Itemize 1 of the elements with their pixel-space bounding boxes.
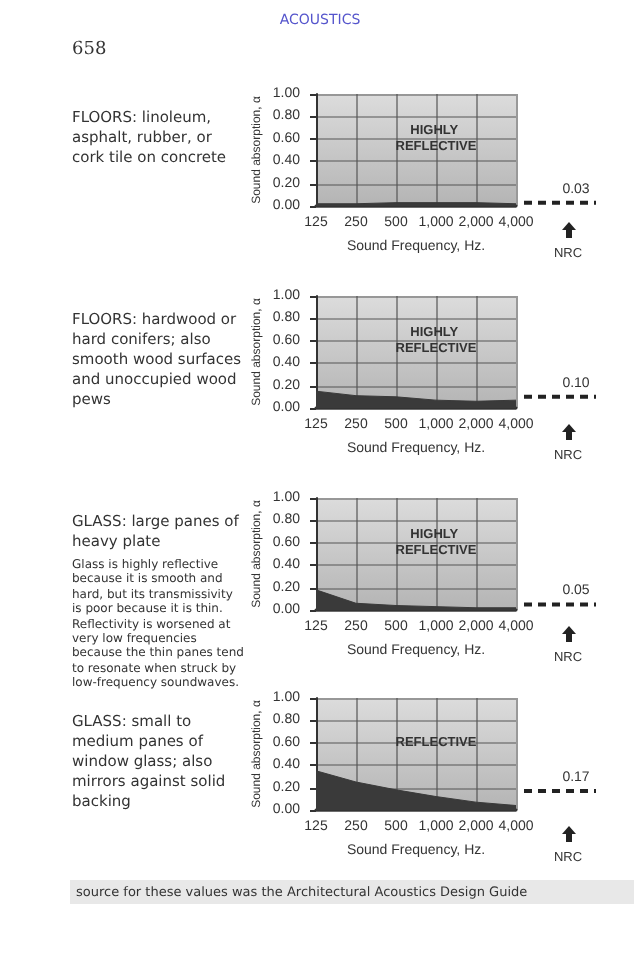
text: 658 [72,40,107,60]
